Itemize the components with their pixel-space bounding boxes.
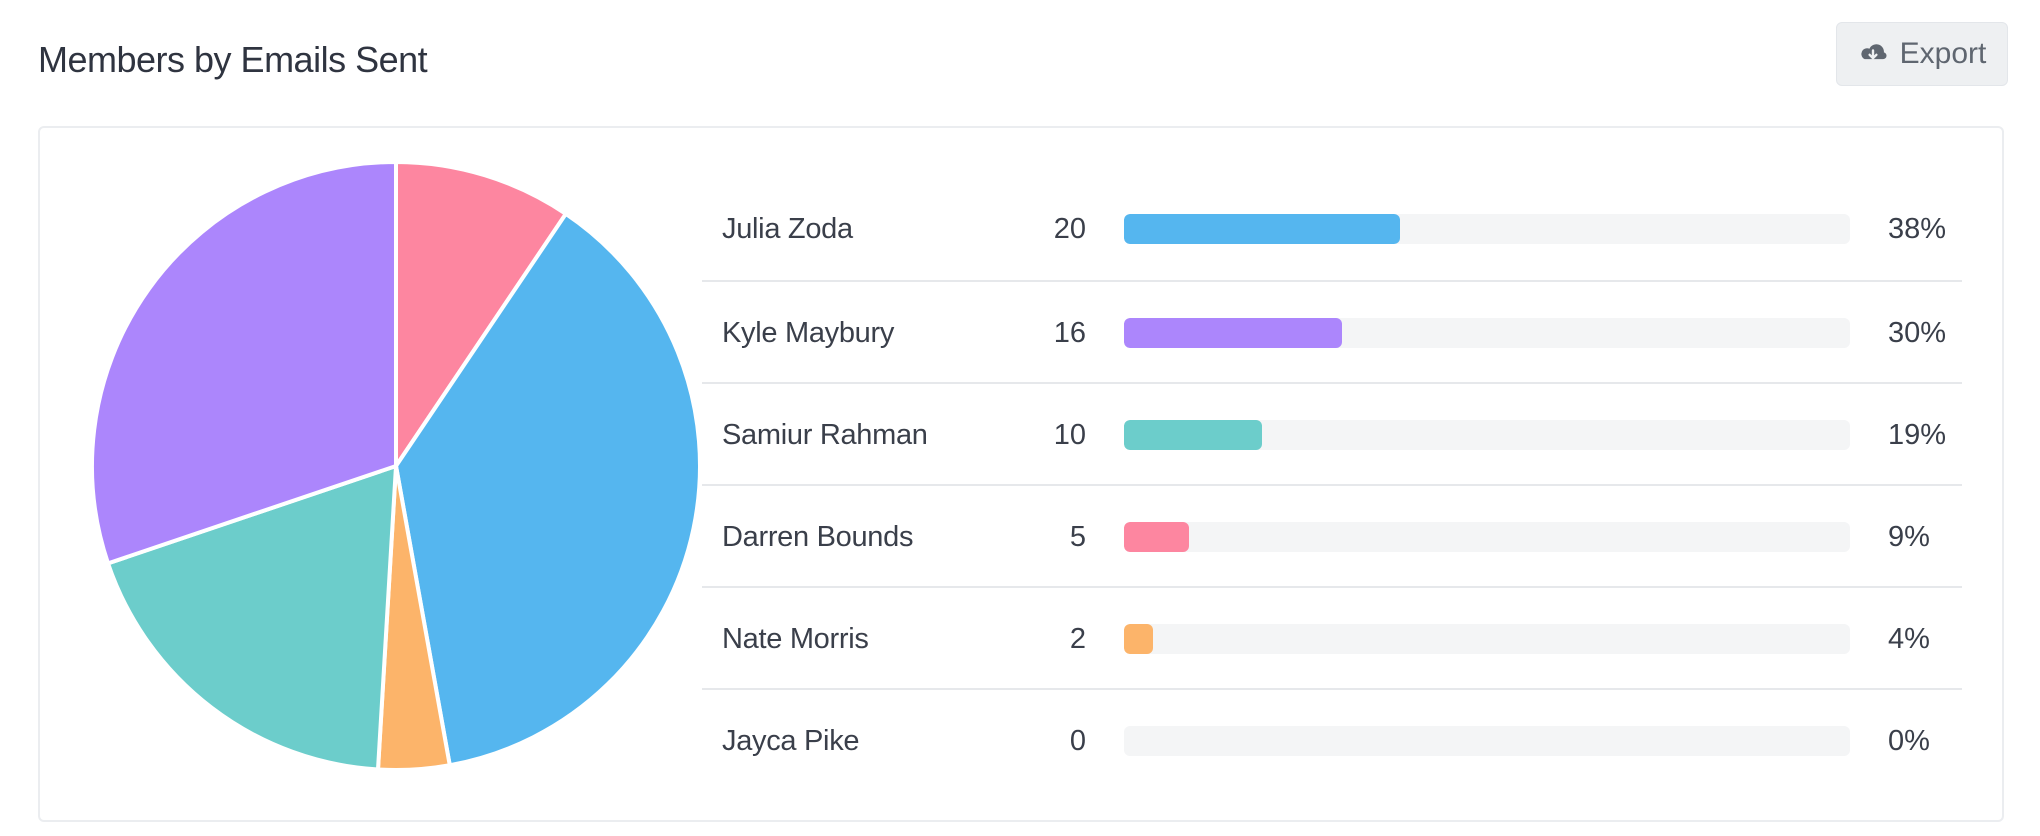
member-progress-fill [1124,214,1400,244]
member-row: Kyle Maybury 16 30% [702,280,1962,382]
member-progress-fill [1124,420,1262,450]
member-percent: 4% [1888,623,1930,655]
emails-pie-chart [90,160,702,772]
member-progress-fill [1124,318,1342,348]
member-row: Julia Zoda 20 38% [702,178,1962,280]
member-row: Darren Bounds 5 9% [702,484,1962,586]
pie-slice-samiur-rahman[interactable] [106,464,398,772]
member-progress-bar [1124,420,1850,450]
member-email-count: 0 [1069,725,1086,757]
member-progress-fill [1124,624,1154,654]
member-name: Darren Bounds [722,521,914,553]
member-name: Nate Morris [722,623,869,655]
export-button-label: Export [1899,37,1987,70]
members-list: Julia Zoda 20 38% Kyle Maybury 16 30% Samiur R… [702,178,1962,790]
member-progress-fill [1124,522,1190,552]
member-progress-bar [1124,624,1850,654]
pie-slice-julia-zoda[interactable] [394,211,702,768]
export-button[interactable]: Export [1836,22,2008,86]
member-name: Jayca Pike [722,725,860,757]
cloud-download-icon [1858,42,1888,66]
pie-slice-darren-bounds[interactable] [394,160,568,468]
member-percent: 19% [1888,419,1947,451]
member-email-count: 20 [1053,213,1086,245]
member-row: Samiur Rahman 10 19% [702,382,1962,484]
member-email-count: 10 [1053,419,1086,451]
member-progress-bar [1124,726,1850,756]
member-name: Julia Zoda [722,213,853,245]
member-percent: 9% [1888,521,1930,553]
member-email-count: 5 [1069,521,1086,553]
page-title: Members by Emails Sent [38,39,428,80]
member-percent: 0% [1888,725,1930,757]
member-progress-bar [1124,214,1850,244]
member-progress-bar [1124,318,1850,348]
member-row: Jayca Pike 0 0% [702,688,1962,790]
member-percent: 38% [1888,213,1947,245]
member-row: Nate Morris 2 4% [702,586,1962,688]
member-percent: 30% [1888,317,1947,349]
member-progress-bar [1124,522,1850,552]
member-name: Samiur Rahman [722,419,928,451]
member-email-count: 2 [1069,623,1086,655]
member-name: Kyle Maybury [722,317,895,349]
pie-slice-kyle-maybury[interactable] [90,160,398,566]
members-card: Julia Zoda 20 38% Kyle Maybury 16 30% Samiur R… [38,126,2004,822]
member-email-count: 16 [1053,317,1086,349]
